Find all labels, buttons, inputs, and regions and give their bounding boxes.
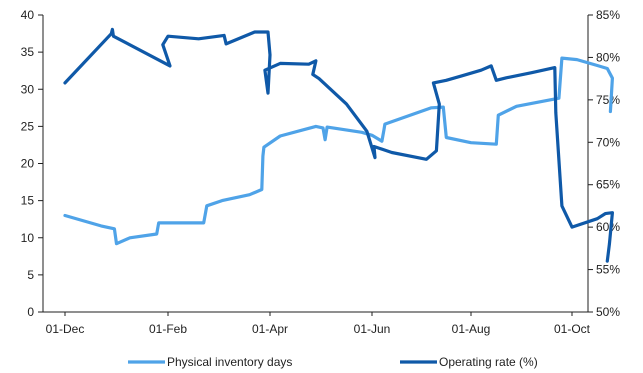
x-tick-label: 01-Jun bbox=[354, 322, 391, 336]
right-y-tick-label: 80% bbox=[596, 50, 620, 64]
left-y-tick-label: 5 bbox=[27, 268, 34, 282]
right-y-tick-label: 85% bbox=[596, 8, 620, 22]
legend: Physical inventory days Operating rate (%… bbox=[128, 355, 538, 369]
x-tick-label: 01-Feb bbox=[149, 322, 187, 336]
left-y-tick-label: 25 bbox=[21, 119, 35, 133]
x-tick-label: 01-Apr bbox=[252, 322, 288, 336]
right-y-tick-label: 60% bbox=[596, 220, 620, 234]
x-tick-label: 01-Aug bbox=[452, 322, 491, 336]
left-y-tick-label: 10 bbox=[21, 231, 35, 245]
right-y-tick-label: 75% bbox=[596, 93, 620, 107]
legend-label: Operating rate (%) bbox=[439, 355, 538, 369]
axes: 0 5 10 15 20 25 30 35 40 50% 55% 60% 65% 70% 75% 80% 85%… bbox=[21, 8, 621, 336]
series-lines bbox=[63, 27, 614, 263]
x-tick-label: 01-Dec bbox=[46, 322, 85, 336]
series-line-operating-rate bbox=[63, 27, 614, 263]
left-y-tick-label: 35 bbox=[21, 45, 35, 59]
left-y-tick-label: 40 bbox=[21, 8, 35, 22]
left-y-tick-label: 30 bbox=[21, 82, 35, 96]
right-y-tick-label: 70% bbox=[596, 135, 620, 149]
legend-label: Physical inventory days bbox=[167, 355, 292, 369]
left-y-tick-label: 15 bbox=[21, 194, 35, 208]
series-line-inventory-days bbox=[63, 56, 614, 246]
right-y-tick-label: 50% bbox=[596, 305, 620, 319]
right-y-tick-label: 55% bbox=[596, 263, 620, 277]
left-y-tick-label: 20 bbox=[21, 157, 35, 171]
x-tick-label: 01-Oct bbox=[554, 322, 591, 336]
left-y-tick-label: 0 bbox=[27, 305, 34, 319]
right-y-tick-label: 65% bbox=[596, 178, 620, 192]
